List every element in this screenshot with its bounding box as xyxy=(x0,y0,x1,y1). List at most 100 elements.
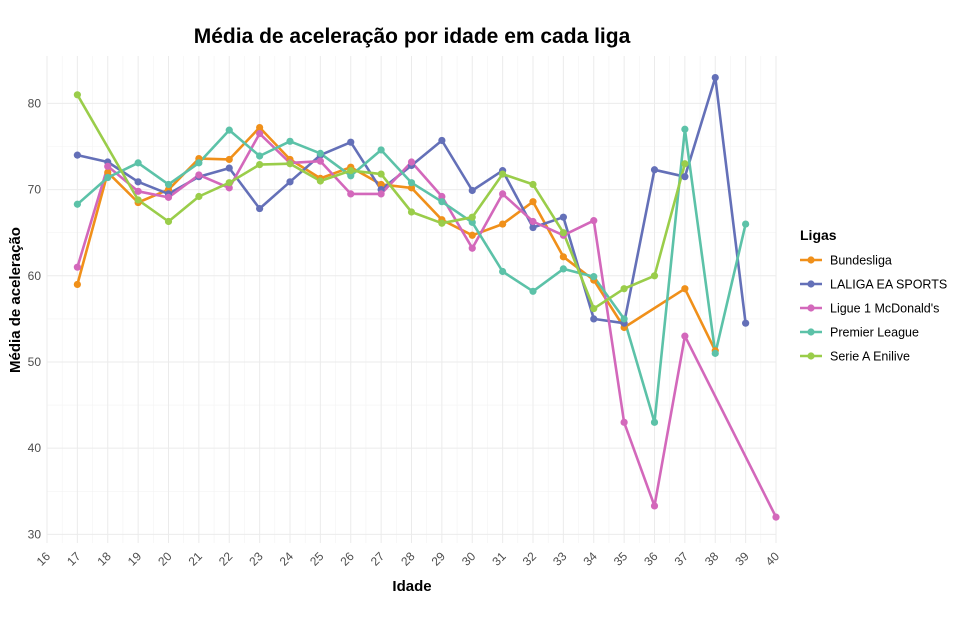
data-point xyxy=(438,198,446,206)
data-point xyxy=(559,265,567,273)
data-point xyxy=(529,223,537,232)
y-tick-label: 80 xyxy=(28,96,42,110)
data-point xyxy=(347,190,355,198)
data-point xyxy=(225,164,233,172)
data-point xyxy=(407,184,416,192)
data-point xyxy=(134,187,142,195)
data-point xyxy=(377,146,385,154)
data-point xyxy=(377,180,385,189)
data-point xyxy=(104,162,112,170)
data-point xyxy=(256,123,264,132)
data-point xyxy=(681,160,689,168)
data-point xyxy=(195,192,203,201)
series-line-4 xyxy=(76,93,687,310)
x-tick-label: 33 xyxy=(550,549,570,569)
legend-label: Ligue 1 McDonald's xyxy=(830,302,939,316)
data-point xyxy=(468,231,476,239)
x-tick-label: 25 xyxy=(307,549,327,569)
data-point xyxy=(772,513,780,521)
data-point xyxy=(225,179,233,187)
data-point xyxy=(681,125,689,133)
data-point xyxy=(468,244,476,252)
data-point xyxy=(650,502,659,510)
x-tick-label: 29 xyxy=(429,549,449,569)
x-tick-label: 20 xyxy=(155,549,175,569)
chart-title: Média de aceleração por idade em cada li… xyxy=(194,25,631,48)
data-point xyxy=(164,180,173,189)
data-point xyxy=(256,152,264,160)
legend-label: Serie A Enilive xyxy=(830,350,910,364)
data-point xyxy=(499,267,507,276)
data-point xyxy=(286,160,294,168)
data-point xyxy=(377,170,385,178)
data-point xyxy=(559,253,567,261)
data-point xyxy=(256,129,264,138)
legend-label: Bundesliga xyxy=(830,254,892,268)
x-tick-label: 28 xyxy=(398,549,418,569)
data-point xyxy=(468,213,476,221)
data-point xyxy=(73,151,81,159)
data-point xyxy=(529,180,537,189)
data-point xyxy=(104,168,112,176)
data-point xyxy=(407,179,416,187)
data-point xyxy=(407,208,416,216)
grid-lines xyxy=(46,56,777,543)
x-tick-label: 26 xyxy=(338,549,358,569)
data-point xyxy=(742,220,750,228)
x-tick-label: 21 xyxy=(186,549,206,569)
data-point xyxy=(590,304,598,313)
data-point xyxy=(468,186,476,195)
data-point xyxy=(225,126,233,134)
data-point xyxy=(711,73,719,82)
x-tick-label: 36 xyxy=(641,549,661,569)
data-point xyxy=(73,200,81,208)
data-point xyxy=(134,159,142,167)
data-point xyxy=(347,167,355,175)
data-point xyxy=(590,217,598,225)
x-tick-label: 37 xyxy=(672,549,692,569)
data-point xyxy=(73,91,81,99)
data-point xyxy=(256,161,264,169)
legend-key-point xyxy=(807,304,815,312)
data-point xyxy=(620,418,628,426)
x-tick-label: 19 xyxy=(125,549,145,569)
x-tick-label: 34 xyxy=(581,549,601,569)
x-tick-label: 24 xyxy=(277,549,297,569)
data-point xyxy=(256,204,264,213)
data-point xyxy=(407,158,416,166)
legend: Ligas Bundesliga LALIGA EA SPORTS Ligue 1 … xyxy=(800,227,947,364)
x-tick-label: 30 xyxy=(459,549,479,569)
data-point xyxy=(650,418,659,426)
data-point xyxy=(468,218,476,226)
data-point xyxy=(73,280,81,289)
x-axis-title: Idade xyxy=(392,578,431,595)
legend-title: Ligas xyxy=(800,227,837,243)
data-point xyxy=(377,190,385,198)
data-point xyxy=(559,213,567,221)
legend-key-point xyxy=(807,280,815,288)
data-point xyxy=(225,155,233,164)
data-point xyxy=(529,287,537,295)
data-point xyxy=(529,217,537,226)
data-point xyxy=(438,192,446,201)
data-point xyxy=(347,138,355,146)
data-point xyxy=(134,178,142,186)
data-point xyxy=(590,315,598,323)
x-tick-label: 16 xyxy=(34,549,54,569)
data-point xyxy=(164,217,173,226)
x-tick-label: 23 xyxy=(246,549,266,569)
data-point xyxy=(438,136,446,145)
series-points xyxy=(73,73,780,521)
data-point xyxy=(499,190,507,198)
y-tick-label: 30 xyxy=(28,527,42,541)
data-point xyxy=(316,177,324,185)
x-tick-label: 31 xyxy=(489,549,509,569)
data-point xyxy=(195,159,203,167)
legend-key-point xyxy=(807,352,815,360)
data-point xyxy=(316,149,324,157)
legend-key-point xyxy=(807,256,815,264)
legend-label: Premier League xyxy=(830,326,919,340)
y-tick-label: 40 xyxy=(28,441,42,455)
